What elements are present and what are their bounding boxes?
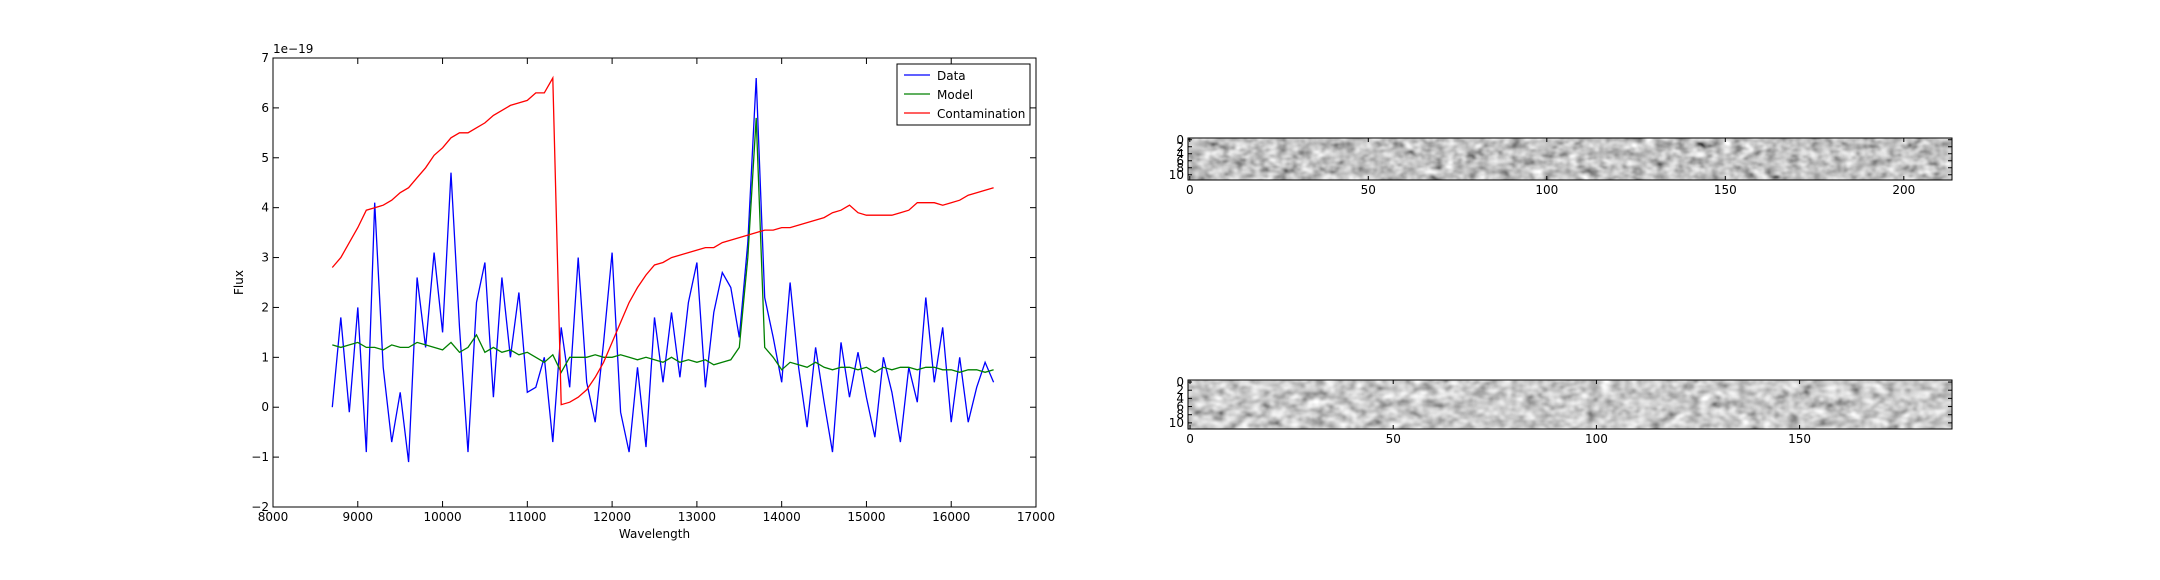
y-axis-offset: 1e−19 bbox=[273, 42, 313, 56]
x-tick-label: 100 bbox=[1585, 432, 1608, 446]
series-line bbox=[331, 75, 994, 406]
x-tick-label: 11000 bbox=[508, 510, 546, 524]
y-tick-label: −2 bbox=[251, 500, 269, 514]
x-tick-label: 10000 bbox=[423, 510, 461, 524]
y-tick-label: 6 bbox=[1176, 154, 1184, 168]
spectrum-image bbox=[1188, 138, 1952, 180]
y-tick-label: 1 bbox=[261, 350, 269, 364]
x-tick-label: 200 bbox=[1892, 183, 1915, 197]
x-tick-label: 15000 bbox=[847, 510, 885, 524]
y-tick-label: 2 bbox=[1176, 140, 1184, 154]
x-tick-label: 12000 bbox=[593, 510, 631, 524]
y-tick-label: 0 bbox=[1176, 375, 1184, 389]
x-tick-label: 150 bbox=[1788, 432, 1811, 446]
axes-frame bbox=[272, 57, 1037, 508]
y-tick-label: 6 bbox=[1176, 400, 1184, 414]
y-tick-label: −1 bbox=[251, 450, 269, 464]
y-tick-label: 4 bbox=[1176, 391, 1184, 405]
x-axis-label: Wavelength bbox=[619, 527, 690, 541]
y-tick-label: 5 bbox=[261, 151, 269, 165]
y-tick-label: 6 bbox=[261, 101, 269, 115]
x-tick-label: 0 bbox=[1186, 183, 1194, 197]
x-tick-label: 100 bbox=[1535, 183, 1558, 197]
x-tick-label: 150 bbox=[1714, 183, 1737, 197]
y-tick-label: 2 bbox=[261, 300, 269, 314]
x-tick-label: 17000 bbox=[1017, 510, 1055, 524]
y-tick-label: 4 bbox=[1176, 147, 1184, 161]
legend-label: Data bbox=[937, 69, 966, 83]
series-line bbox=[331, 77, 995, 463]
y-tick-label: 0 bbox=[1176, 133, 1184, 147]
legend-label: Contamination bbox=[937, 107, 1025, 121]
x-tick-label: 8000 bbox=[258, 510, 289, 524]
x-tick-label: 14000 bbox=[763, 510, 801, 524]
x-tick-label: 13000 bbox=[678, 510, 716, 524]
y-tick-label: 8 bbox=[1176, 161, 1184, 175]
x-tick-label: 0 bbox=[1186, 432, 1194, 446]
y-tick-label: 4 bbox=[261, 201, 269, 215]
axes-frame bbox=[1187, 379, 1953, 430]
y-axis-label: Flux bbox=[232, 270, 246, 295]
legend-label: Model bbox=[937, 88, 973, 102]
x-tick-label: 50 bbox=[1361, 183, 1376, 197]
axes-frame bbox=[1187, 137, 1953, 181]
x-tick-label: 16000 bbox=[932, 510, 970, 524]
y-tick-label: 10 bbox=[1169, 416, 1184, 430]
x-tick-label: 9000 bbox=[343, 510, 374, 524]
y-tick-label: 10 bbox=[1169, 168, 1184, 182]
y-tick-label: 2 bbox=[1176, 383, 1184, 397]
x-tick-label: 50 bbox=[1386, 432, 1401, 446]
series-line bbox=[332, 117, 994, 374]
y-tick-label: 3 bbox=[261, 251, 269, 265]
spectrum-image bbox=[1188, 380, 1952, 429]
y-tick-label: 7 bbox=[261, 51, 269, 65]
y-tick-label: 0 bbox=[261, 400, 269, 414]
y-tick-label: 8 bbox=[1176, 408, 1184, 422]
